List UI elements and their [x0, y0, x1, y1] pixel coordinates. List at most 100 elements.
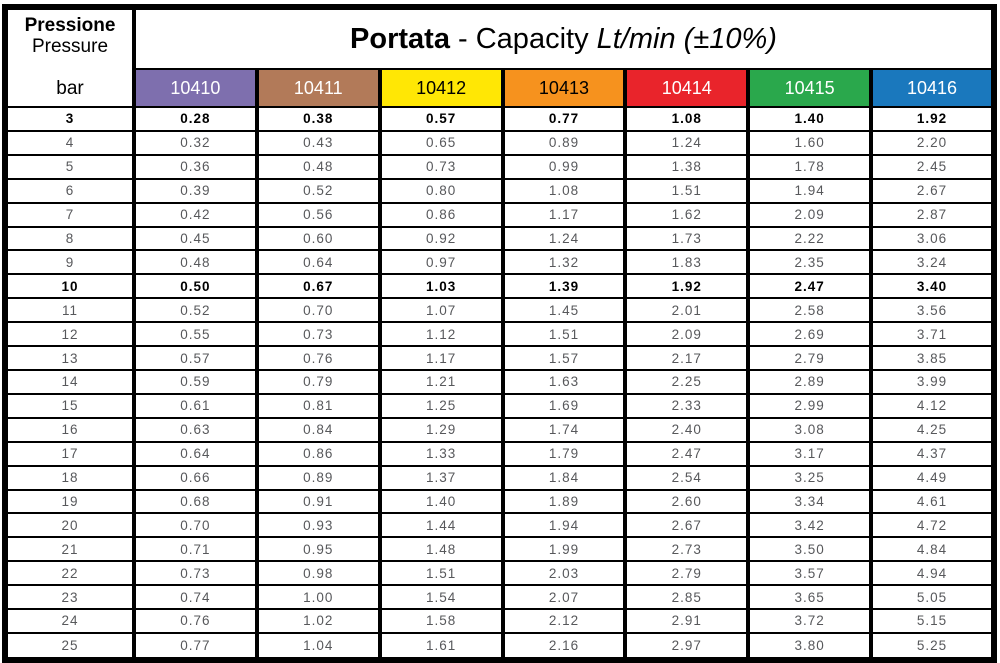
table-row: 8 0.45 0.60 0.92 1.24 1.73 2.22 3.06 — [3, 225, 996, 252]
capacity-cell: 0.64 — [254, 249, 382, 276]
capacity-cell: 2.73 — [623, 536, 751, 563]
pressure-cell: 20 — [3, 512, 136, 539]
capacity-cell: 1.60 — [746, 129, 874, 156]
capacity-cell: 3.80 — [746, 631, 874, 662]
capacity-cell: 3.65 — [746, 584, 874, 611]
capacity-cell: 1.99 — [500, 536, 628, 563]
table-row: 4 0.32 0.43 0.65 0.89 1.24 1.60 2.20 — [3, 129, 996, 156]
column-header-10411: 10411 — [254, 68, 382, 108]
capacity-cell: 0.86 — [377, 201, 505, 228]
table-row: 12 0.55 0.73 1.12 1.51 2.09 2.69 3.71 — [3, 321, 996, 348]
capacity-cell: 0.73 — [254, 321, 382, 348]
capacity-cell: 0.81 — [254, 392, 382, 419]
pressure-cell: 22 — [3, 560, 136, 587]
capacity-cell: 2.40 — [623, 416, 751, 443]
column-header-10415: 10415 — [746, 68, 874, 108]
pressure-cell: 15 — [3, 392, 136, 419]
capacity-cell: 0.48 — [254, 153, 382, 180]
pressure-label-english: Pressure — [31, 36, 109, 57]
capacity-cell: 0.56 — [254, 201, 382, 228]
capacity-cell: 1.79 — [500, 440, 628, 467]
pressure-label-italian: Pressione — [24, 15, 116, 36]
pressure-cell: 25 — [3, 631, 136, 662]
column-header-10414: 10414 — [623, 68, 751, 108]
capacity-cell: 0.36 — [132, 153, 259, 180]
capacity-cell: 0.97 — [377, 249, 505, 276]
table-row: 14 0.59 0.79 1.21 1.63 2.25 2.89 3.99 — [3, 368, 996, 395]
capacity-cell: 0.99 — [500, 153, 628, 180]
capacity-cell: 1.92 — [623, 273, 751, 300]
capacity-cell: 0.65 — [377, 129, 505, 156]
capacity-cell: 0.86 — [254, 440, 382, 467]
pressure-cell: 5 — [3, 153, 136, 180]
capacity-cell: 5.15 — [869, 608, 996, 634]
capacity-cell: 1.12 — [377, 321, 505, 348]
capacity-cell: 0.66 — [132, 464, 259, 491]
capacity-cell: 0.89 — [500, 129, 628, 156]
table-row: 25 0.77 1.04 1.61 2.16 2.97 3.80 5.25 — [3, 631, 996, 662]
capacity-cell: 2.67 — [869, 177, 996, 204]
capacity-cell: 3.42 — [746, 512, 874, 539]
capacity-cell: 1.17 — [500, 201, 628, 228]
capacity-cell: 3.06 — [869, 225, 996, 252]
capacity-cell: 4.94 — [869, 560, 996, 587]
capacity-cell: 3.40 — [869, 273, 996, 300]
capacity-cell: 0.93 — [254, 512, 382, 539]
capacity-cell: 2.12 — [500, 608, 628, 634]
capacity-cell: 1.61 — [377, 631, 505, 662]
capacity-cell: 1.24 — [623, 129, 751, 156]
column-header-10412: 10412 — [377, 68, 505, 108]
title-row: Pressione Pressure bar Portata - Capacit… — [3, 5, 996, 108]
capacity-cell: 2.69 — [746, 321, 874, 348]
pressure-cell: 23 — [3, 584, 136, 611]
capacity-cell: 0.70 — [254, 297, 382, 324]
capacity-cell: 0.32 — [132, 129, 259, 156]
capacity-cell: 0.70 — [132, 512, 259, 539]
capacity-cell: 1.51 — [623, 177, 751, 204]
capacity-cell: 0.77 — [500, 106, 628, 132]
pressure-cell: 13 — [3, 345, 136, 371]
column-header-10416: 10416 — [869, 68, 996, 108]
capacity-cell: 2.17 — [623, 345, 751, 371]
capacity-cell: 2.47 — [623, 440, 751, 467]
pressure-cell: 8 — [3, 225, 136, 252]
pressure-cell: 9 — [3, 249, 136, 276]
capacity-cell: 2.33 — [623, 392, 751, 419]
capacity-cell: 4.61 — [869, 488, 996, 515]
table-row: 17 0.64 0.86 1.33 1.79 2.47 3.17 4.37 — [3, 440, 996, 467]
capacity-cell: 0.59 — [132, 368, 259, 395]
pressure-cell: 21 — [3, 536, 136, 563]
capacity-cell: 1.24 — [500, 225, 628, 252]
table-row: 10 0.50 0.67 1.03 1.39 1.92 2.47 3.40 — [3, 273, 996, 300]
capacity-cell: 1.84 — [500, 464, 628, 491]
capacity-cell: 0.80 — [377, 177, 505, 204]
capacity-cell: 0.61 — [132, 392, 259, 419]
capacity-cell: 0.68 — [132, 488, 259, 515]
capacity-cell: 2.99 — [746, 392, 874, 419]
pressure-cell: 14 — [3, 368, 136, 395]
capacity-cell: 0.73 — [377, 153, 505, 180]
pressure-cell: 18 — [3, 464, 136, 491]
table-row: 9 0.48 0.64 0.97 1.32 1.83 2.35 3.24 — [3, 249, 996, 276]
table-row: 7 0.42 0.56 0.86 1.17 1.62 2.09 2.87 — [3, 201, 996, 228]
capacity-cell: 3.34 — [746, 488, 874, 515]
capacity-cell: 0.45 — [132, 225, 259, 252]
capacity-cell: 0.92 — [377, 225, 505, 252]
capacity-cell: 2.89 — [746, 368, 874, 395]
capacity-cell: 1.58 — [377, 608, 505, 634]
table-row: 23 0.74 1.00 1.54 2.07 2.85 3.65 5.05 — [3, 584, 996, 611]
table-row: 5 0.36 0.48 0.73 0.99 1.38 1.78 2.45 — [3, 153, 996, 180]
table-row: 6 0.39 0.52 0.80 1.08 1.51 1.94 2.67 — [3, 177, 996, 204]
pressure-cell: 10 — [3, 273, 136, 300]
capacity-cell: 0.52 — [132, 297, 259, 324]
capacity-cell: 0.63 — [132, 416, 259, 443]
pressure-cell: 16 — [3, 416, 136, 443]
capacity-cell: 3.17 — [746, 440, 874, 467]
pressure-cell: 7 — [3, 201, 136, 228]
table-row: 18 0.66 0.89 1.37 1.84 2.54 3.25 4.49 — [3, 464, 996, 491]
capacity-cell: 1.40 — [377, 488, 505, 515]
capacity-cell: 1.92 — [869, 106, 996, 132]
capacity-cell: 0.98 — [254, 560, 382, 587]
capacity-cell: 1.37 — [377, 464, 505, 491]
capacity-cell: 1.21 — [377, 368, 505, 395]
